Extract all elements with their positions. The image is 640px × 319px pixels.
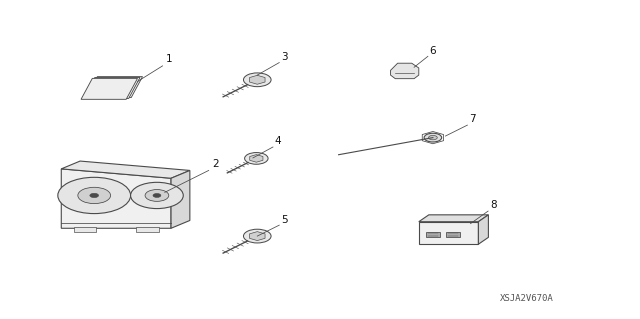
Text: 1: 1 <box>166 54 172 64</box>
Text: 5: 5 <box>281 214 288 225</box>
Bar <box>74 227 96 232</box>
Polygon shape <box>250 155 263 162</box>
Polygon shape <box>86 77 143 98</box>
Text: 3: 3 <box>281 52 288 62</box>
Text: 4: 4 <box>275 136 282 146</box>
Circle shape <box>243 229 271 243</box>
Bar <box>446 232 460 237</box>
Circle shape <box>429 136 437 140</box>
Circle shape <box>145 189 169 201</box>
Polygon shape <box>419 215 488 222</box>
Polygon shape <box>61 161 190 178</box>
Text: XSJA2V670A: XSJA2V670A <box>500 294 554 303</box>
Polygon shape <box>478 215 488 244</box>
Text: 7: 7 <box>469 115 476 124</box>
Bar <box>136 227 159 232</box>
Bar <box>426 232 440 237</box>
Circle shape <box>131 182 183 209</box>
Circle shape <box>424 133 442 142</box>
Circle shape <box>58 177 131 214</box>
Text: 2: 2 <box>212 159 218 169</box>
Circle shape <box>153 194 161 197</box>
Text: 6: 6 <box>429 46 436 56</box>
Polygon shape <box>61 169 171 228</box>
Polygon shape <box>171 170 190 228</box>
Circle shape <box>243 73 271 87</box>
Polygon shape <box>250 232 265 241</box>
Polygon shape <box>390 63 419 79</box>
Polygon shape <box>84 78 140 99</box>
Polygon shape <box>250 75 265 84</box>
Circle shape <box>90 193 99 198</box>
Polygon shape <box>81 78 138 99</box>
Circle shape <box>78 187 111 204</box>
Circle shape <box>244 152 268 164</box>
Text: 8: 8 <box>490 200 497 211</box>
Bar <box>419 222 478 244</box>
